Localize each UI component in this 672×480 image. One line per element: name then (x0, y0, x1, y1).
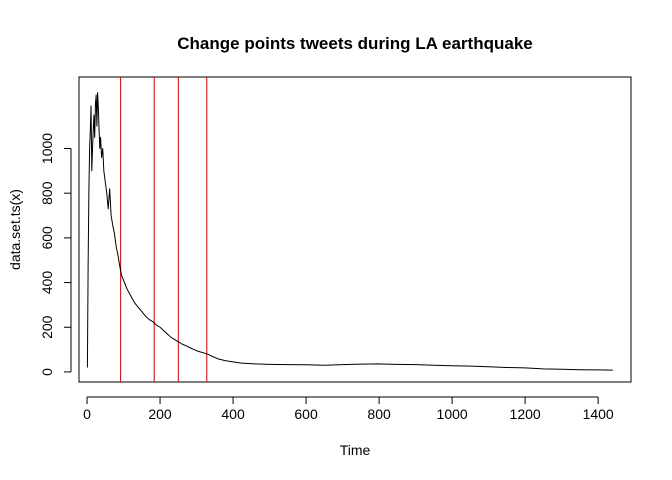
x-tick-label-1400: 1400 (583, 406, 614, 422)
plot-area-frame (78, 76, 632, 383)
y-tick-label-600: 600 (39, 226, 55, 250)
series-line (86, 92, 613, 371)
y-tick-label-200: 200 (39, 315, 55, 339)
x-axis-label: Time (340, 442, 371, 458)
y-axis-label: data.set.ts(x) (7, 189, 23, 270)
y-tick-label-0: 0 (39, 368, 55, 376)
x-axis: 0 200 400 600 800 1000 1200 1400 (83, 396, 614, 422)
x-tick-label-600: 600 (294, 406, 318, 422)
x-tick-label-1200: 1200 (510, 406, 541, 422)
x-tick-label-1000: 1000 (437, 406, 468, 422)
y-tick-label-400: 400 (39, 271, 55, 295)
x-tick-label-400: 400 (221, 406, 245, 422)
x-tick-label-800: 800 (367, 406, 391, 422)
x-tick-label-0: 0 (83, 406, 91, 422)
y-tick-label-1000: 1000 (39, 133, 55, 164)
chart-title: Change points tweets during LA earthquak… (177, 34, 532, 53)
x-tick-label-200: 200 (148, 406, 172, 422)
change-point-lines (120, 77, 208, 382)
y-tick-label-800: 800 (39, 181, 55, 205)
y-axis: 0 200 400 600 800 1000 (39, 133, 72, 376)
